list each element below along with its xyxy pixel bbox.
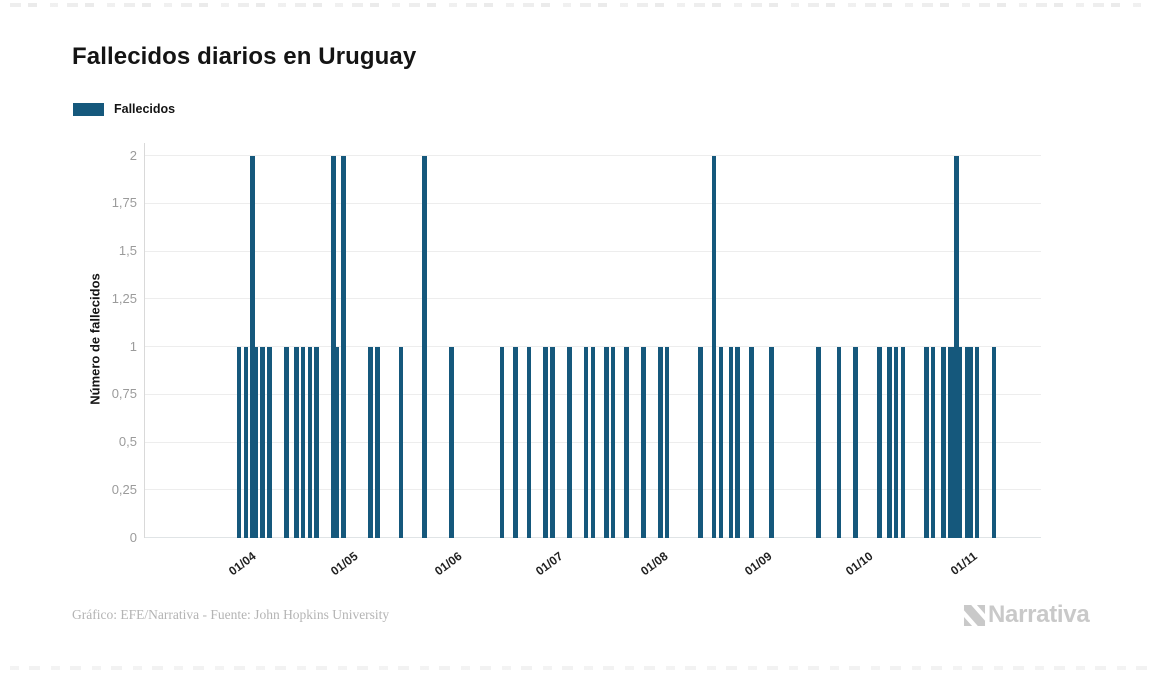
bar[interactable] (836, 346, 842, 538)
bar[interactable] (947, 346, 953, 538)
bar[interactable] (449, 346, 454, 538)
bar[interactable] (283, 346, 289, 538)
narrativa-logo: Narrativa (963, 601, 1090, 629)
bar[interactable] (236, 346, 242, 538)
bar[interactable] (604, 346, 609, 538)
y-tick-label: 1,5 (118, 243, 137, 258)
gridline (145, 155, 1041, 156)
bar[interactable] (930, 346, 936, 538)
bar[interactable] (294, 346, 299, 538)
bar[interactable] (641, 346, 646, 538)
gridline (145, 298, 1041, 300)
bar[interactable] (368, 346, 373, 538)
y-tick-label: 1 (129, 338, 137, 354)
bar[interactable] (567, 346, 572, 538)
bar[interactable] (924, 346, 929, 538)
y-tick-label: 1,25 (111, 290, 137, 306)
bar[interactable] (398, 346, 404, 538)
bar[interactable] (967, 346, 973, 538)
bar[interactable] (526, 346, 532, 538)
x-tick-label: 01/04 (226, 549, 259, 579)
gridline (145, 537, 1041, 538)
bar[interactable] (900, 346, 906, 538)
bar[interactable] (893, 346, 899, 538)
bar[interactable] (748, 346, 754, 538)
bar[interactable] (954, 155, 960, 538)
y-axis-line (144, 143, 145, 538)
y-tick-label: 0 (129, 529, 137, 545)
bar[interactable] (816, 346, 821, 538)
bottom-edge-artifact (10, 666, 1147, 670)
y-tick-label: 0,5 (118, 434, 137, 449)
x-tick-label: 01/07 (533, 549, 566, 579)
bar[interactable] (590, 346, 596, 538)
y-tick-label: 0,75 (111, 386, 137, 402)
gridline (145, 250, 1041, 252)
bar[interactable] (957, 346, 963, 538)
chart-title: Fallecidos diarios en Uruguay (72, 43, 417, 70)
bar[interactable] (728, 346, 734, 538)
x-tick-label: 01/11 (948, 549, 980, 578)
y-tick-label: 1,75 (111, 195, 137, 211)
bar[interactable] (267, 346, 272, 538)
bar[interactable] (334, 346, 340, 538)
bar[interactable] (253, 346, 259, 538)
bar[interactable] (698, 346, 703, 538)
gridline (145, 202, 1041, 204)
bar[interactable] (610, 346, 616, 538)
bar[interactable] (341, 155, 346, 538)
x-tick-label: 01/05 (327, 549, 360, 579)
bar[interactable] (374, 346, 380, 538)
top-edge-artifact (10, 3, 1147, 7)
bar[interactable] (876, 346, 882, 538)
x-tick-label: 01/08 (637, 549, 670, 579)
bar[interactable] (499, 346, 505, 538)
bar[interactable] (314, 346, 319, 538)
bar[interactable] (250, 155, 255, 538)
y-tick-label: 2 (129, 147, 137, 163)
legend: Fallecidos (73, 102, 175, 116)
source-credit: Gráfico: EFE/Narrativa - Fuente: John Ho… (72, 607, 390, 622)
x-tick-label: 01/06 (432, 549, 465, 579)
x-tick-label: 01/09 (742, 549, 775, 579)
bar[interactable] (940, 346, 946, 538)
bar[interactable] (964, 346, 970, 538)
bar[interactable] (991, 346, 997, 538)
bar[interactable] (735, 346, 741, 538)
bar[interactable] (331, 155, 336, 538)
bar[interactable] (543, 346, 549, 538)
y-tick-label: 0,25 (111, 481, 137, 497)
bar[interactable] (951, 346, 956, 538)
legend-label: Fallecidos (114, 102, 176, 116)
x-tick-label: 01/10 (843, 549, 876, 579)
bar[interactable] (550, 346, 555, 538)
bar[interactable] (243, 346, 249, 538)
bar[interactable] (769, 346, 774, 538)
narrativa-n-icon (963, 604, 986, 626)
narrativa-logo-text: Narrativa (988, 601, 1090, 628)
bar[interactable] (974, 346, 980, 538)
bar[interactable] (583, 346, 589, 538)
bar[interactable] (657, 346, 663, 538)
bar[interactable] (624, 346, 629, 538)
bar[interactable] (260, 346, 265, 538)
bar[interactable] (711, 155, 717, 538)
bar[interactable] (422, 155, 427, 538)
bar[interactable] (664, 346, 670, 538)
bar[interactable] (718, 346, 724, 538)
bar[interactable] (853, 346, 858, 538)
legend-swatch-icon (73, 102, 104, 116)
bar[interactable] (513, 346, 518, 538)
bar[interactable] (300, 346, 306, 538)
bar[interactable] (307, 346, 313, 538)
bar[interactable] (887, 346, 892, 538)
